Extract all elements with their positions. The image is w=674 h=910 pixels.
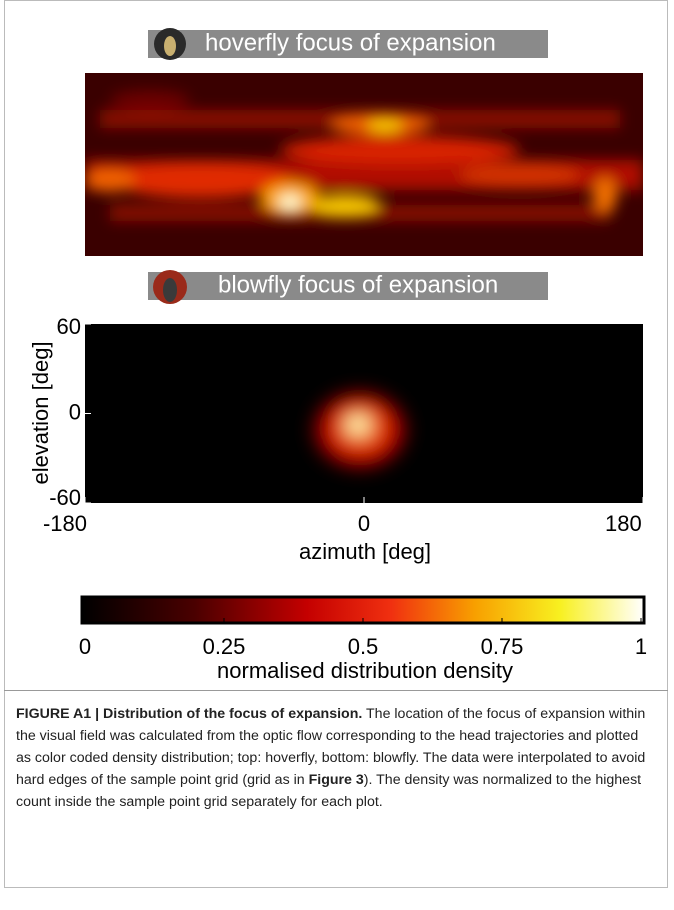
x-tick-label: 0	[358, 511, 370, 536]
colorbar-tick-label: 0.75	[481, 634, 524, 659]
colorbar-tick-label: 0.25	[203, 634, 246, 659]
separator	[4, 690, 668, 691]
x-tick-label: 180	[605, 511, 642, 536]
figure: hoverfly focus of expansion blowfly focu…	[0, 0, 674, 690]
hoverfly-icon-body	[164, 36, 176, 56]
y-tick-label: 0	[69, 399, 81, 424]
heatmap-hoverfly	[85, 73, 643, 256]
colorbar-tick-label: 0	[79, 634, 91, 659]
colorbar-label: normalised distribution density	[217, 658, 513, 683]
y-tick-label: -60	[49, 485, 81, 510]
caption-label: FIGURE A1 | Distribution of the focus of…	[16, 706, 362, 722]
panel-title: blowfly focus of expansion	[218, 271, 498, 298]
heatmap-blowfly	[85, 324, 643, 503]
x-tick-label: -180	[43, 511, 87, 536]
y-axis-label: elevation [deg]	[28, 341, 53, 484]
colorbar-tick-label: 1	[635, 634, 647, 659]
figure-ref: Figure 3	[309, 772, 364, 788]
blowfly-icon-body	[163, 278, 177, 302]
colorbar-tick-label: 0.5	[348, 634, 379, 659]
panel-title: hoverfly focus of expansion	[205, 29, 496, 56]
y-tick-label: 60	[57, 314, 81, 339]
page: {"figure": { "panels": [ {"title": "hove…	[0, 0, 674, 910]
x-axis-label: azimuth [deg]	[299, 539, 431, 564]
caption: FIGURE A1 | Distribution of the focus of…	[16, 703, 656, 813]
